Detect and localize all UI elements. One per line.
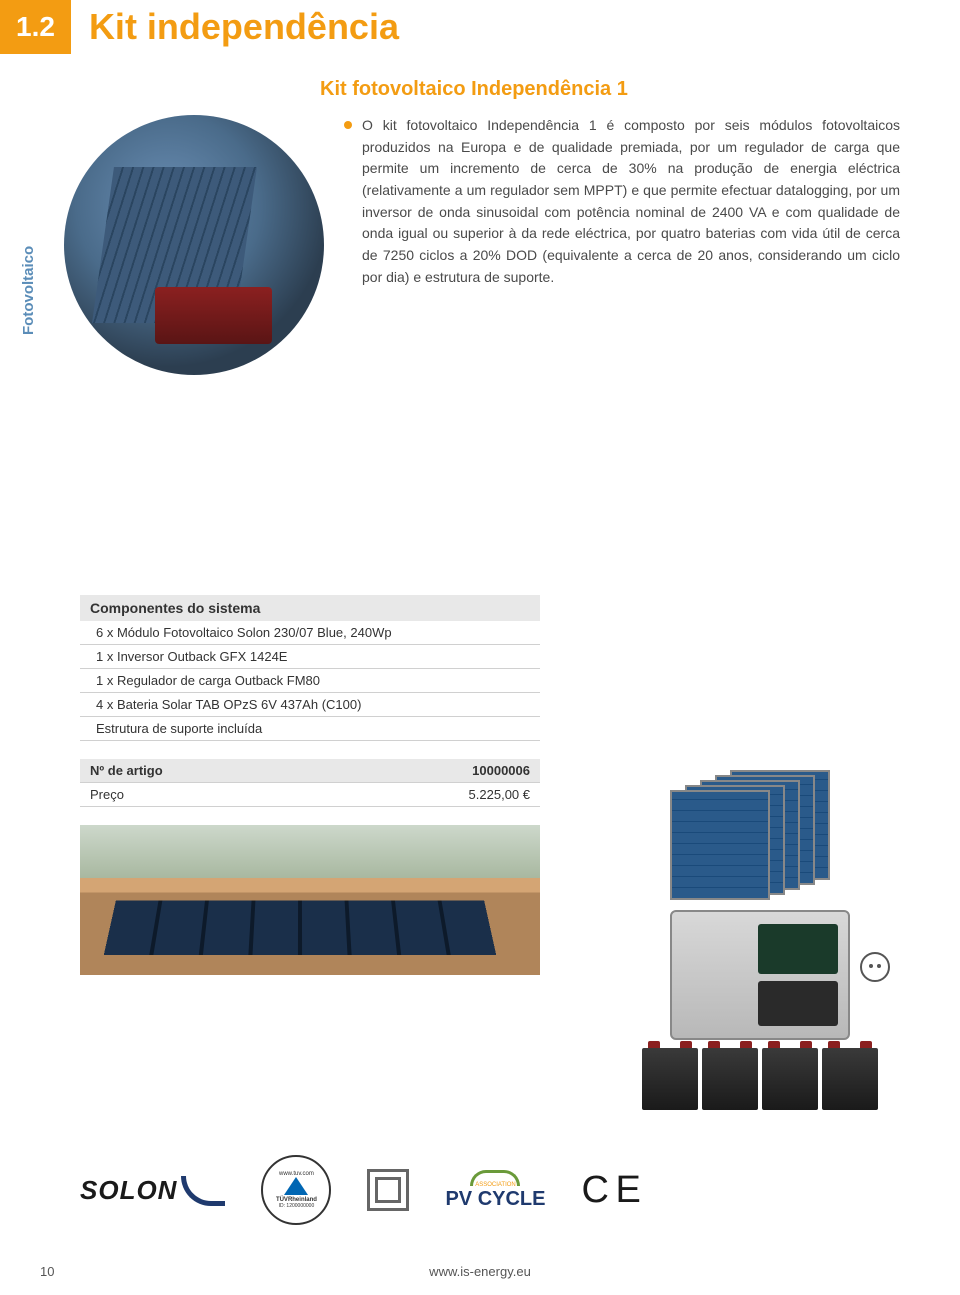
page-header: 1.2 Kit independência — [0, 0, 960, 54]
price-row: Preço 5.225,00 € — [80, 783, 540, 807]
square-cert-icon — [367, 1169, 409, 1211]
intro-section: Fotovoltaico O kit fotovoltaico Independ… — [0, 115, 960, 375]
product-hero-image — [64, 115, 324, 375]
battery-icon — [642, 1048, 698, 1110]
solon-text: SOLON — [80, 1175, 177, 1206]
article-row: Nº de artigo 10000006 — [80, 759, 540, 783]
outlet-icon — [860, 952, 890, 982]
article-value: 10000006 — [472, 763, 530, 778]
component-row: 1 x Regulador de carga Outback FM80 — [80, 669, 540, 693]
article-label: Nº de artigo — [90, 763, 163, 778]
bullet-icon — [344, 121, 352, 129]
price-label: Preço — [90, 787, 124, 802]
product-description: O kit fotovoltaico Independência 1 é com… — [362, 115, 900, 289]
description-block: O kit fotovoltaico Independência 1 é com… — [344, 115, 900, 375]
solon-logo: SOLON — [80, 1175, 225, 1206]
installation-photo — [80, 825, 540, 975]
battery-icon — [762, 1048, 818, 1110]
tuv-badge-icon: www.tuv.com TÜVRheinland ID: 1200000000 — [261, 1155, 331, 1225]
section-title: Kit independência — [71, 0, 417, 54]
pvcycle-text: PV CYCLE — [445, 1188, 545, 1211]
page-number: 10 — [40, 1264, 54, 1279]
solar-panel-icon — [670, 770, 850, 900]
battery-icon — [702, 1048, 758, 1110]
product-subtitle: Kit fotovoltaico Independência 1 — [320, 78, 960, 101]
tuv-id: ID: 1200000000 — [279, 1203, 315, 1209]
pricing-table: Nº de artigo 10000006 Preço 5.225,00 € — [80, 759, 540, 807]
component-row: 1 x Inversor Outback GFX 1424E — [80, 645, 540, 669]
page-footer: 10 www.is-energy.eu — [0, 1264, 960, 1279]
pvcycle-logo: ASSOCIATION PV CYCLE — [445, 1170, 545, 1211]
controller-icon — [670, 910, 850, 1040]
certification-logos: SOLON www.tuv.com TÜVRheinland ID: 12000… — [80, 1155, 900, 1225]
category-side-label: Fotovoltaico — [20, 115, 44, 375]
components-header: Componentes do sistema — [80, 595, 540, 621]
system-diagram — [620, 770, 900, 1110]
price-value: 5.225,00 € — [469, 787, 530, 802]
component-row: Estrutura de suporte incluída — [80, 717, 540, 741]
footer-url: www.is-energy.eu — [429, 1264, 531, 1279]
component-row: 6 x Módulo Fotovoltaico Solon 230/07 Blu… — [80, 621, 540, 645]
ce-mark-icon: C E — [581, 1169, 638, 1212]
components-table: Componentes do sistema 6 x Módulo Fotovo… — [80, 595, 540, 741]
section-number-badge: 1.2 — [0, 0, 71, 54]
battery-bank-icon — [620, 1048, 900, 1110]
battery-icon — [822, 1048, 878, 1110]
solon-arc-icon — [181, 1176, 225, 1206]
tuv-triangle-icon — [284, 1177, 308, 1195]
component-row: 4 x Bateria Solar TAB OPzS 6V 437Ah (C10… — [80, 693, 540, 717]
